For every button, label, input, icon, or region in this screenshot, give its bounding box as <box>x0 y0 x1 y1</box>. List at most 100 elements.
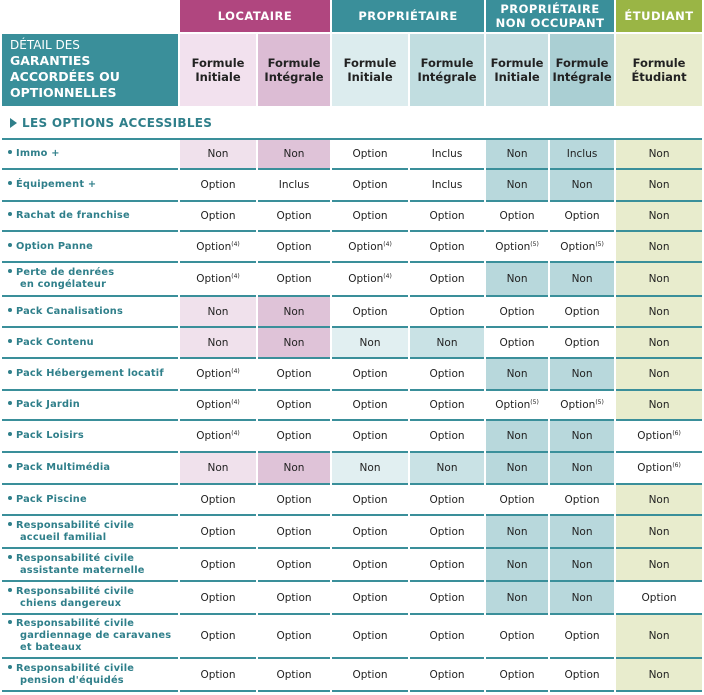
cell-etudiant: Non <box>616 170 703 202</box>
detail-line-3: ACCORDÉES OU <box>10 69 120 84</box>
cell-value: Option <box>276 525 312 538</box>
cell-value: Option <box>429 430 465 442</box>
cell-pno-initiale: Non <box>486 170 549 202</box>
cell-value: Non <box>648 305 670 318</box>
cell-etudiant: Option <box>616 582 703 615</box>
cell-pno-initiale: Non <box>486 453 549 485</box>
footnote-ref: (4) <box>383 273 392 280</box>
table-row: Responsabilité civile accueil familial Opt… <box>2 516 703 549</box>
cell-value: Non <box>571 462 593 474</box>
row-label: Responsabilité civile accueil familial <box>2 516 178 549</box>
cell-value: Option <box>276 558 312 571</box>
footnote-ref: (5) <box>595 240 604 248</box>
group-proprietaire: PROPRIÉTAIRE <box>332 0 485 34</box>
cell-locataire-integrale: Option <box>258 421 331 453</box>
cell-value: Inclus <box>431 148 463 160</box>
cell-value: Non <box>506 273 528 285</box>
formula-label: Formule <box>420 56 474 70</box>
cell-pno-integrale: Non <box>550 453 615 485</box>
cell-value: Option <box>429 210 465 222</box>
cell-proprietaire-integrale: Inclus <box>410 140 485 170</box>
cell-value: Non <box>571 591 593 604</box>
formula-label: Formule <box>555 56 609 70</box>
cell-locataire-initiale: Option(4) <box>180 232 256 263</box>
cell-value: Option <box>499 305 535 318</box>
formula-label: Intégrale <box>417 70 477 84</box>
table-row: Pack Piscine Option Option Option Option Opti… <box>2 485 703 516</box>
cell-etudiant: Non <box>616 659 703 692</box>
cell-value: Option <box>348 240 384 253</box>
cell-proprietaire-initiale: Option <box>332 359 409 391</box>
cell-proprietaire-initiale: Option <box>332 485 409 516</box>
cell-etudiant: Non <box>616 202 703 232</box>
cell-value: Option <box>200 591 236 604</box>
footnote-ref: (5) <box>530 399 539 406</box>
cell-value: Non <box>283 336 305 349</box>
cell-value: Non <box>648 273 670 285</box>
cell-proprietaire-integrale: Option <box>410 659 485 692</box>
table-row: Pack Contenu Non Non Non Non Option Option Non <box>2 328 703 359</box>
cell-pno-initiale: Non <box>486 421 549 453</box>
cell-locataire-integrale: Option <box>258 549 331 582</box>
row-label: Responsabilité civile gardiennage de cara… <box>2 615 178 659</box>
bullet-icon <box>8 150 12 154</box>
row-label: Pack Loisirs <box>2 421 178 453</box>
cell-value: Option <box>352 558 388 571</box>
cell-etudiant: Non <box>616 391 703 421</box>
cell-etudiant: Non <box>616 516 703 549</box>
cell-pno-integrale: Option <box>550 615 615 659</box>
cell-proprietaire-integrale: Inclus <box>410 170 485 202</box>
formula-locataire-initiale: Formule Initiale <box>180 34 256 108</box>
cell-value: Option <box>200 493 236 506</box>
detail-line-1: DÉTAIL DES <box>10 38 80 52</box>
formula-pno-integrale: Formule Intégrale <box>550 34 615 108</box>
row-label-text: Pack Hébergement locatif <box>16 368 164 379</box>
cell-value: Option <box>560 399 596 411</box>
cell-value: Option <box>352 210 388 222</box>
cell-proprietaire-initiale: Option(4) <box>332 232 409 263</box>
cell-proprietaire-integrale: Option <box>410 297 485 328</box>
cell-value: Option <box>276 591 312 604</box>
cell-value: Non <box>648 336 670 349</box>
cell-locataire-integrale: Non <box>258 453 331 485</box>
table-row: Responsabilité civile assistante maternel… <box>2 549 703 582</box>
footnote-ref: (4) <box>231 240 240 248</box>
cell-locataire-integrale: Option <box>258 485 331 516</box>
row-label: Responsabilité civile assistante maternel… <box>2 549 178 582</box>
cell-locataire-integrale: Option <box>258 516 331 549</box>
cell-value: Option <box>196 240 232 253</box>
cell-pno-initiale: Option(5) <box>486 391 549 421</box>
cell-value: Non <box>506 525 528 538</box>
footnote-ref: (4) <box>231 273 240 280</box>
cell-value: Option <box>564 305 600 318</box>
cell-value: Option <box>429 305 465 318</box>
formula-label: Intégrale <box>264 70 324 84</box>
cell-value: Non <box>207 336 229 349</box>
formula-label: Formule <box>343 56 397 70</box>
cell-value: Non <box>648 399 670 411</box>
cell-proprietaire-integrale: Option <box>410 421 485 453</box>
table-row: Équipement + Option Inclus Option Inclus Non N… <box>2 170 703 202</box>
row-label: Pack Hébergement locatif <box>2 359 178 391</box>
cell-value: Option <box>637 462 673 474</box>
cell-proprietaire-initiale: Option <box>332 421 409 453</box>
row-label: Immo + <box>2 140 178 170</box>
cell-value: Non <box>283 305 305 318</box>
cell-value: Option <box>352 399 388 411</box>
cell-locataire-integrale: Non <box>258 297 331 328</box>
cell-locataire-integrale: Option <box>258 391 331 421</box>
footnote-ref: (5) <box>530 240 539 248</box>
cell-value: Non <box>648 668 670 681</box>
cell-pno-initiale: Option <box>486 328 549 359</box>
cell-proprietaire-initiale: Option <box>332 582 409 615</box>
cell-value: Non <box>648 240 670 253</box>
bullet-icon <box>8 401 12 405</box>
cell-pno-integrale: Option <box>550 202 615 232</box>
cell-locataire-integrale: Option <box>258 659 331 692</box>
cell-value: Option <box>495 240 531 253</box>
cell-pno-integrale: Non <box>550 549 615 582</box>
bullet-icon <box>8 338 12 343</box>
bullet-icon <box>8 554 12 559</box>
cell-value: Non <box>571 558 593 571</box>
cell-etudiant: Non <box>616 549 703 582</box>
